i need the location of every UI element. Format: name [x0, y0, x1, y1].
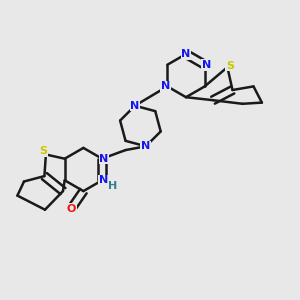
- Text: H: H: [108, 181, 117, 191]
- Text: S: S: [39, 146, 47, 157]
- Text: N: N: [99, 175, 108, 185]
- Text: N: N: [141, 141, 151, 151]
- Text: N: N: [130, 101, 140, 111]
- Text: S: S: [226, 61, 234, 71]
- Text: O: O: [67, 203, 76, 214]
- Text: N: N: [161, 81, 170, 92]
- Text: N: N: [202, 60, 211, 70]
- Text: N: N: [182, 49, 190, 59]
- Text: N: N: [99, 154, 109, 164]
